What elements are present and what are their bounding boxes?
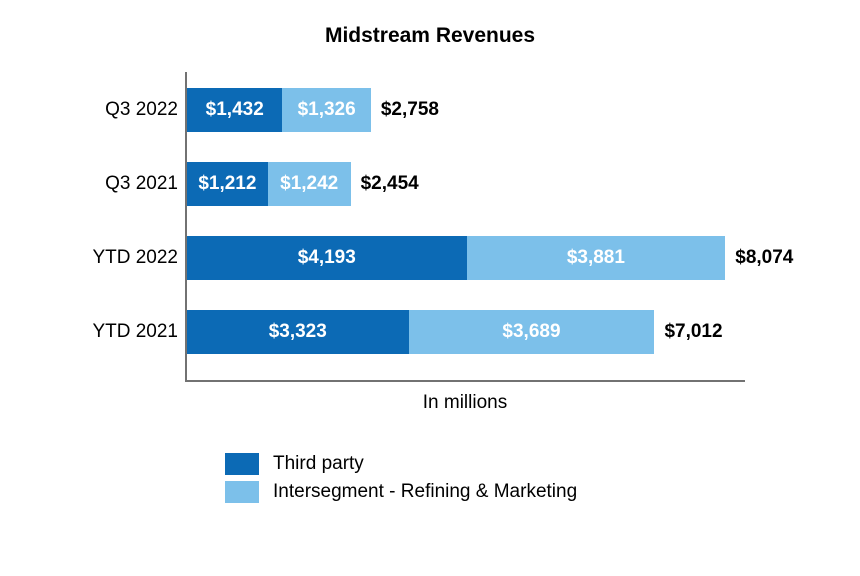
ytick-2: YTD 2022 <box>8 236 178 280</box>
bar-row0-series1: $1,326 <box>282 88 370 132</box>
legend-item-0: Third party <box>225 450 577 478</box>
x-axis-label: In millions <box>185 392 745 414</box>
ytick-0: Q3 2022 <box>8 88 178 132</box>
total-row3: $7,012 <box>654 310 722 354</box>
bar-row2-series1: $3,881 <box>467 236 726 280</box>
bar-row3-series1: $3,689 <box>409 310 655 354</box>
legend-swatch-0 <box>225 453 259 475</box>
chart-title: Midstream Revenues <box>0 24 860 48</box>
ytick-3: YTD 2021 <box>8 310 178 354</box>
legend: Third party Intersegment - Refining & Ma… <box>225 450 577 506</box>
bar-row2-series0: $4,193 <box>187 236 467 280</box>
total-row2: $8,074 <box>725 236 793 280</box>
total-row0: $2,758 <box>371 88 439 132</box>
legend-swatch-1 <box>225 481 259 503</box>
legend-label-0: Third party <box>273 453 364 475</box>
bar-row1-series0: $1,212 <box>187 162 268 206</box>
total-row1: $2,454 <box>351 162 419 206</box>
plot-area: $1,432 $1,326 $2,758 $1,212 $1,242 $2,45… <box>185 72 745 382</box>
legend-label-1: Intersegment - Refining & Marketing <box>273 481 577 503</box>
bar-row3-series0: $3,323 <box>187 310 409 354</box>
ytick-1: Q3 2021 <box>8 162 178 206</box>
legend-item-1: Intersegment - Refining & Marketing <box>225 478 577 506</box>
midstream-revenues-chart: Midstream Revenues Q3 2022 Q3 2021 YTD 2… <box>0 0 860 576</box>
bar-row0-series0: $1,432 <box>187 88 282 132</box>
bar-row1-series1: $1,242 <box>268 162 351 206</box>
